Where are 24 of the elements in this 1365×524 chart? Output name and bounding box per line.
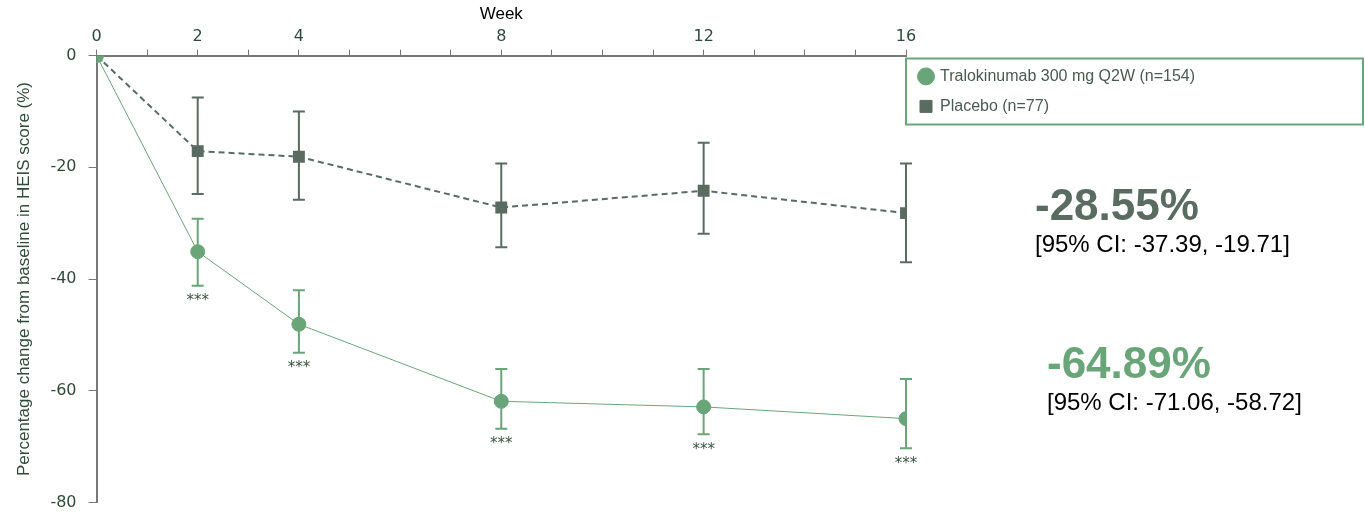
annotation: ***: [186, 291, 210, 310]
y-axis-title: Percentage change from baseline in HEIS score (%): [13, 81, 33, 477]
y-tick-label: 0: [66, 44, 77, 64]
annotation: ***: [692, 439, 716, 458]
y-tick-label: -20: [50, 156, 77, 176]
text: -64.89%: [1047, 338, 1212, 388]
x-axis-title: Week: [479, 3, 524, 23]
legend-label: Tralokinumab 300 mg Q2W (n=154): [940, 66, 1196, 84]
x-tick-label: 8: [496, 26, 507, 46]
x-tick-label: 12: [693, 26, 714, 46]
text: [95% CI: -71.06, -58.72]: [1047, 388, 1303, 416]
y-tick-label: -60: [50, 379, 77, 399]
annotation: ***: [894, 453, 918, 472]
annotation: ***: [287, 358, 311, 377]
x-tick-label: 0: [91, 26, 102, 46]
text: -28.55%: [1035, 180, 1200, 230]
x-tick-label: 2: [192, 26, 203, 46]
x-tick-label: 4: [293, 26, 304, 46]
y-tick-label: -80: [50, 491, 77, 511]
x-tick-label: 16: [895, 26, 917, 46]
annotation: ***: [490, 434, 514, 453]
y-tick-label: -40: [50, 268, 77, 288]
text: [95% CI: -37.39, -19.71]: [1035, 230, 1291, 258]
legend-label: Placebo (n=77): [940, 96, 1049, 114]
